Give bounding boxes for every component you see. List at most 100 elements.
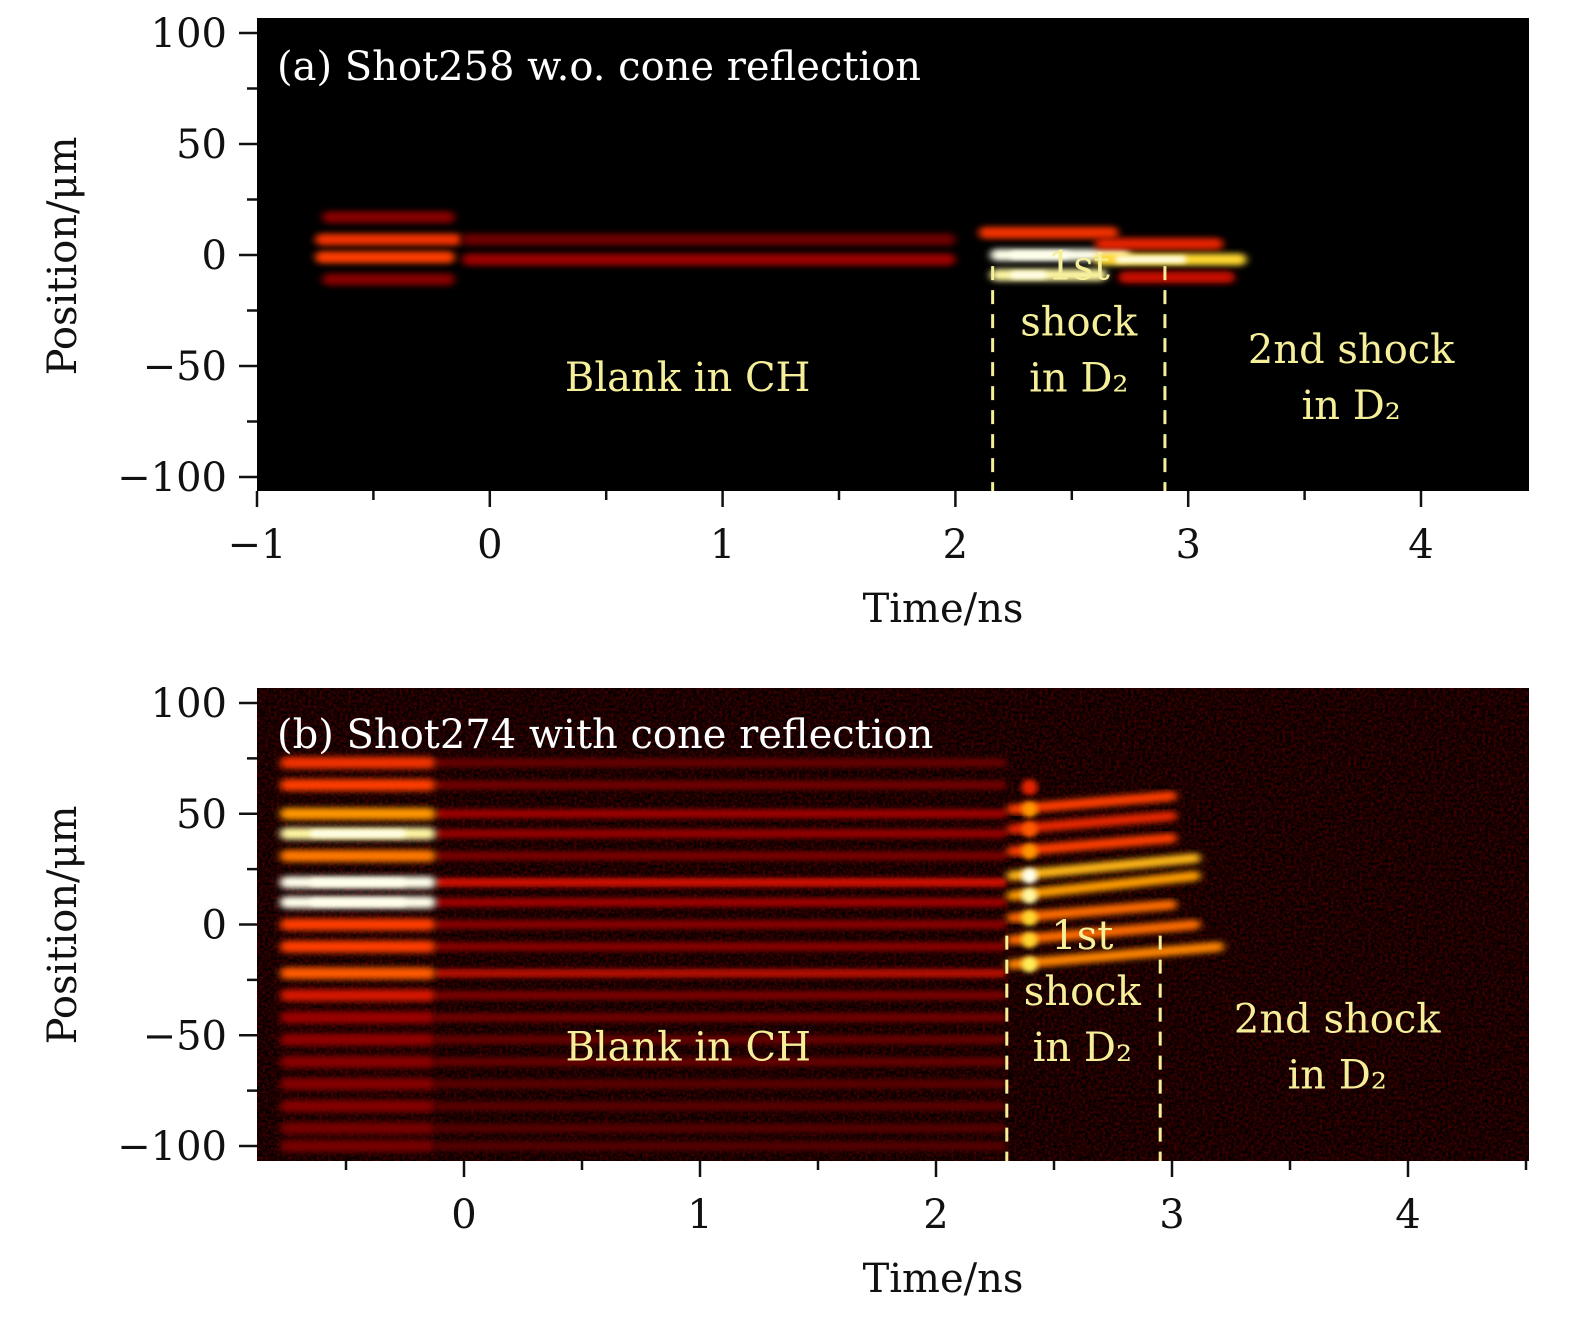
blank-fringe (435, 1013, 1007, 1023)
annotation-first-shock: 1st (1051, 913, 1113, 959)
y-tick-label: 100 (151, 681, 227, 727)
shock-fringe (1006, 899, 1177, 923)
x-tick-label: 3 (1175, 522, 1200, 568)
blank-fringe (435, 990, 1007, 1000)
shock-fringe (1006, 791, 1177, 815)
annotation-first-shock: 1st (1048, 244, 1110, 290)
blank-fringe (435, 851, 1007, 861)
blank-fringe (435, 1079, 1007, 1089)
annotation-second-shock: 2nd shock (1234, 996, 1441, 1042)
y-tick-label: 100 (151, 11, 227, 57)
x-tick-label: 2 (923, 1192, 948, 1238)
shock-fringe (1006, 853, 1201, 881)
fringe-core (1010, 271, 1047, 279)
panel-a-axes: 100 50 0 −50 −100−1 0 1 2 3 4 (117, 11, 1434, 568)
x-tick-label: 4 (1408, 522, 1433, 568)
panel-b-streak-image (257, 688, 1529, 1161)
early-fringe-core (309, 898, 406, 906)
shock-fringe-bright-spot (1021, 843, 1038, 860)
panel-b-axes: 100 50 0 −50 −100 0 1 2 3 4 (117, 681, 1528, 1238)
fringe-band (315, 233, 462, 246)
panel-b: (b) Shot274 with cone reflection Blank i… (40, 681, 1529, 1302)
blank-fringe (435, 897, 1007, 907)
fringe-band (1095, 237, 1224, 250)
blank-fringe (435, 829, 1007, 839)
shock-fringe (1006, 810, 1177, 835)
early-fringe (279, 1077, 436, 1090)
shock-fringe-bright-spot (1021, 779, 1038, 796)
panel-b-title: (b) Shot274 with cone reflection (277, 712, 933, 758)
fringe-band (978, 226, 1119, 239)
annotation-first-shock: shock (1020, 300, 1138, 346)
x-tick-label: −1 (228, 522, 287, 568)
panel-b-x-axis-title: Time/ns (863, 1256, 1024, 1302)
annotation-first-shock: in D₂ (1029, 356, 1128, 402)
panel-a-x-axis-title: Time/ns (863, 586, 1024, 632)
fringe-band (315, 251, 455, 264)
early-fringe (279, 1033, 436, 1046)
early-fringe (279, 756, 436, 769)
annotation-second-shock: in D₂ (1288, 1052, 1387, 1098)
y-tick-label: 0 (202, 233, 227, 279)
fringe-band (1118, 271, 1235, 284)
x-tick-label: 4 (1395, 1192, 1420, 1238)
blank-fringe (435, 809, 1007, 819)
y-tick-label: −100 (117, 455, 227, 501)
blank-fringe (435, 1141, 1007, 1151)
panel-a: (a) Shot258 w.o. cone reflection Blank i… (40, 11, 1529, 632)
shock-fringe (1006, 870, 1201, 901)
early-fringe (279, 1140, 436, 1152)
early-fringe-core (309, 878, 406, 886)
blank-fringe (435, 968, 1007, 978)
x-tick-label: 1 (710, 522, 735, 568)
x-tick-label: 1 (687, 1192, 712, 1238)
early-fringe (279, 849, 436, 862)
early-fringe (279, 807, 436, 820)
shock-fringe-bright-spot (1021, 867, 1038, 884)
blank-fringe (435, 1035, 1007, 1045)
x-tick-label: 0 (451, 1192, 476, 1238)
early-fringe (279, 967, 436, 980)
annotation-second-shock: in D₂ (1301, 383, 1400, 429)
fringe-core (1115, 255, 1187, 263)
panel-a-annotations: Blank in CH 1st shock in D₂ 2nd shock in D₂ (565, 244, 1455, 430)
shock-fringe-bright-spot (1021, 932, 1038, 949)
y-tick-label: −50 (143, 1013, 227, 1059)
panel-b-boundary-lines (1005, 935, 1162, 1161)
shock-fringe (1006, 919, 1201, 946)
blank-fringe (435, 1057, 1007, 1067)
shock-fringe-bright-spot (1021, 801, 1038, 818)
blank-fringe (435, 877, 1007, 887)
fringe-band (461, 233, 956, 246)
annotation-second-shock: 2nd shock (1248, 327, 1455, 373)
x-tick-label: 0 (477, 522, 502, 568)
shock-fringe (1006, 941, 1225, 970)
early-fringe (279, 918, 436, 931)
blank-fringe (435, 780, 1007, 790)
y-tick-label: 0 (202, 903, 227, 949)
y-tick-label: 50 (176, 122, 227, 168)
shock-fringe-bright-spot (1021, 821, 1038, 838)
y-tick-label: 50 (176, 792, 227, 838)
fringe-band (322, 211, 455, 224)
x-tick-label: 2 (943, 522, 968, 568)
shock-fringe-bright-spot (1021, 909, 1038, 926)
early-fringe (279, 1011, 436, 1024)
annotation-blank: Blank in CH (565, 355, 811, 401)
blank-fringe (435, 758, 1007, 768)
blank-fringe (435, 942, 1007, 952)
y-tick-label: −100 (117, 1124, 227, 1170)
panel-a-streak-image (315, 211, 1247, 286)
y-tick-label: −50 (143, 344, 227, 390)
panel-a-boundary-lines (991, 266, 1167, 491)
fringe-band (461, 253, 956, 266)
annotation-blank: Blank in CH (565, 1024, 811, 1070)
panel-b-y-axis-title: Position/μm (40, 806, 86, 1045)
x-tick-label: 3 (1159, 1192, 1184, 1238)
panel-a-title: (a) Shot258 w.o. cone reflection (277, 44, 921, 90)
annotation-first-shock: shock (1024, 969, 1142, 1015)
shock-fringe-bright-spot (1021, 956, 1038, 973)
early-fringe-core (309, 830, 406, 838)
panel-b-annotations: Blank in CH 1st shock in D₂ 2nd shock in D₂ (565, 913, 1441, 1098)
fringe-core (1010, 251, 1070, 259)
